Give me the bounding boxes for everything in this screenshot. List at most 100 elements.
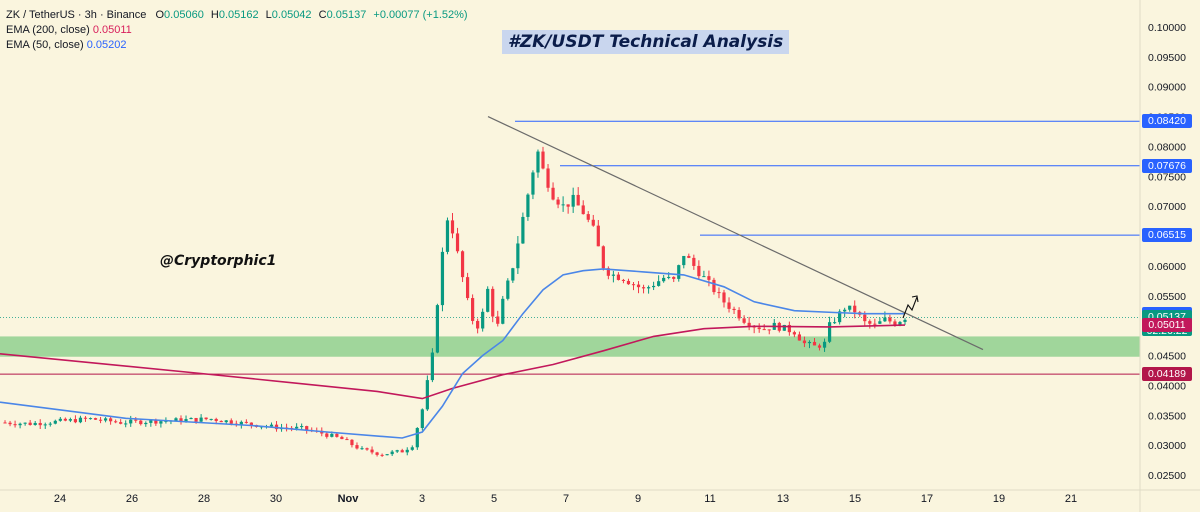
candle-body[interactable] (18, 423, 22, 426)
ema50-legend[interactable]: EMA (50, close) 0.05202 (6, 38, 468, 53)
candle-body[interactable] (300, 426, 304, 428)
candle-body[interactable] (702, 276, 706, 278)
candle-body[interactable] (596, 225, 600, 247)
candle-body[interactable] (33, 422, 37, 426)
candle-body[interactable] (611, 274, 615, 276)
candle-body[interactable] (88, 418, 93, 420)
candle-body[interactable] (124, 423, 128, 425)
candle-body[interactable] (189, 417, 193, 420)
candle-body[interactable] (692, 257, 696, 266)
candle-body[interactable] (53, 420, 57, 424)
candle-body[interactable] (73, 419, 78, 423)
candle-body[interactable] (465, 277, 470, 299)
candle-body[interactable] (566, 204, 570, 207)
level-tag[interactable]: 0.06515 (1142, 228, 1192, 243)
candle-body[interactable] (194, 417, 198, 422)
candle-body[interactable] (722, 292, 726, 303)
candle-body[interactable] (380, 454, 384, 456)
candle-body[interactable] (370, 449, 374, 453)
candle-body[interactable] (893, 321, 897, 326)
candle-body[interactable] (244, 421, 248, 423)
symbol-pair[interactable]: ZK / TetherUS · 3h · Binance (6, 9, 147, 21)
candle-body[interactable] (355, 445, 359, 449)
candle-body[interactable] (616, 274, 621, 280)
level-tag[interactable]: 0.07676 (1142, 158, 1192, 173)
candle-body[interactable] (445, 220, 450, 252)
candle-body[interactable] (717, 292, 721, 294)
candle-body[interactable] (682, 255, 686, 266)
candle-body[interactable] (440, 251, 445, 306)
candle-body[interactable] (425, 380, 429, 410)
candle-body[interactable] (586, 214, 590, 220)
candle-body[interactable] (83, 417, 88, 419)
candle-body[interactable] (747, 322, 751, 327)
candle-body[interactable] (848, 305, 852, 310)
candle-body[interactable] (149, 420, 153, 423)
candle-body[interactable] (63, 418, 67, 421)
candle-body[interactable] (48, 423, 52, 425)
candle-body[interactable] (365, 448, 369, 450)
candle-body[interactable] (340, 436, 344, 440)
candle-body[interactable] (430, 352, 434, 381)
candle-body[interactable] (476, 320, 480, 329)
candle-body[interactable] (345, 439, 349, 441)
candle-body[interactable] (159, 421, 163, 424)
candle-body[interactable] (601, 246, 605, 269)
candle-body[interactable] (521, 216, 525, 244)
candle-body[interactable] (576, 194, 580, 206)
candle-body[interactable] (154, 420, 158, 424)
candle-body[interactable] (672, 276, 676, 279)
candle-body[interactable] (134, 419, 138, 421)
candle-body[interactable] (58, 418, 62, 421)
candle-body[interactable] (883, 317, 887, 322)
candle-body[interactable] (249, 422, 253, 425)
candle-body[interactable] (415, 428, 419, 448)
candle-body[interactable] (410, 447, 414, 450)
candle-body[interactable] (214, 418, 218, 421)
candle-body[interactable] (68, 419, 72, 421)
candle-body[interactable] (792, 332, 796, 335)
candle-body[interactable] (797, 334, 802, 341)
candle-body[interactable] (657, 281, 661, 286)
candle-body[interactable] (129, 419, 133, 424)
candle-body[interactable] (360, 448, 364, 450)
candle-body[interactable] (420, 409, 424, 429)
candle-body[interactable] (526, 194, 530, 217)
ema200-legend[interactable]: EMA (200, close) 0.05011 (6, 23, 468, 38)
candle-body[interactable] (853, 305, 857, 313)
candle-body[interactable] (571, 194, 575, 207)
candle-body[interactable] (330, 433, 334, 437)
candle-body[interactable] (677, 265, 681, 279)
candle-body[interactable] (732, 308, 736, 311)
candle-body[interactable] (667, 276, 671, 278)
candle-body[interactable] (295, 426, 299, 429)
candle-body[interactable] (78, 417, 83, 423)
candle-body[interactable] (531, 172, 535, 195)
candle-body[interactable] (787, 324, 791, 333)
candle-body[interactable] (144, 422, 148, 425)
candle-body[interactable] (581, 205, 585, 215)
candle-body[interactable] (652, 285, 656, 288)
price-tag[interactable]: 0.05011 (1142, 318, 1192, 332)
candle-body[interactable] (43, 424, 47, 426)
candle-body[interactable] (119, 422, 123, 424)
candle-body[interactable] (511, 268, 515, 281)
candle-body[interactable] (199, 417, 203, 422)
candle-body[interactable] (903, 319, 907, 322)
candle-body[interactable] (541, 151, 545, 169)
candle-body[interactable] (405, 449, 409, 453)
candle-body[interactable] (460, 251, 465, 278)
candle-body[interactable] (737, 310, 741, 319)
candle-body[interactable] (536, 151, 540, 173)
candle-body[interactable] (641, 287, 646, 289)
candle-body[interactable] (335, 433, 339, 437)
candle-body[interactable] (546, 168, 550, 188)
candle-body[interactable] (822, 341, 827, 348)
candle-body[interactable] (757, 327, 761, 330)
candle-body[interactable] (727, 302, 731, 309)
candle-body[interactable] (636, 284, 641, 288)
candle-body[interactable] (486, 288, 490, 312)
candle-body[interactable] (762, 329, 766, 331)
candle-body[interactable] (868, 321, 872, 324)
